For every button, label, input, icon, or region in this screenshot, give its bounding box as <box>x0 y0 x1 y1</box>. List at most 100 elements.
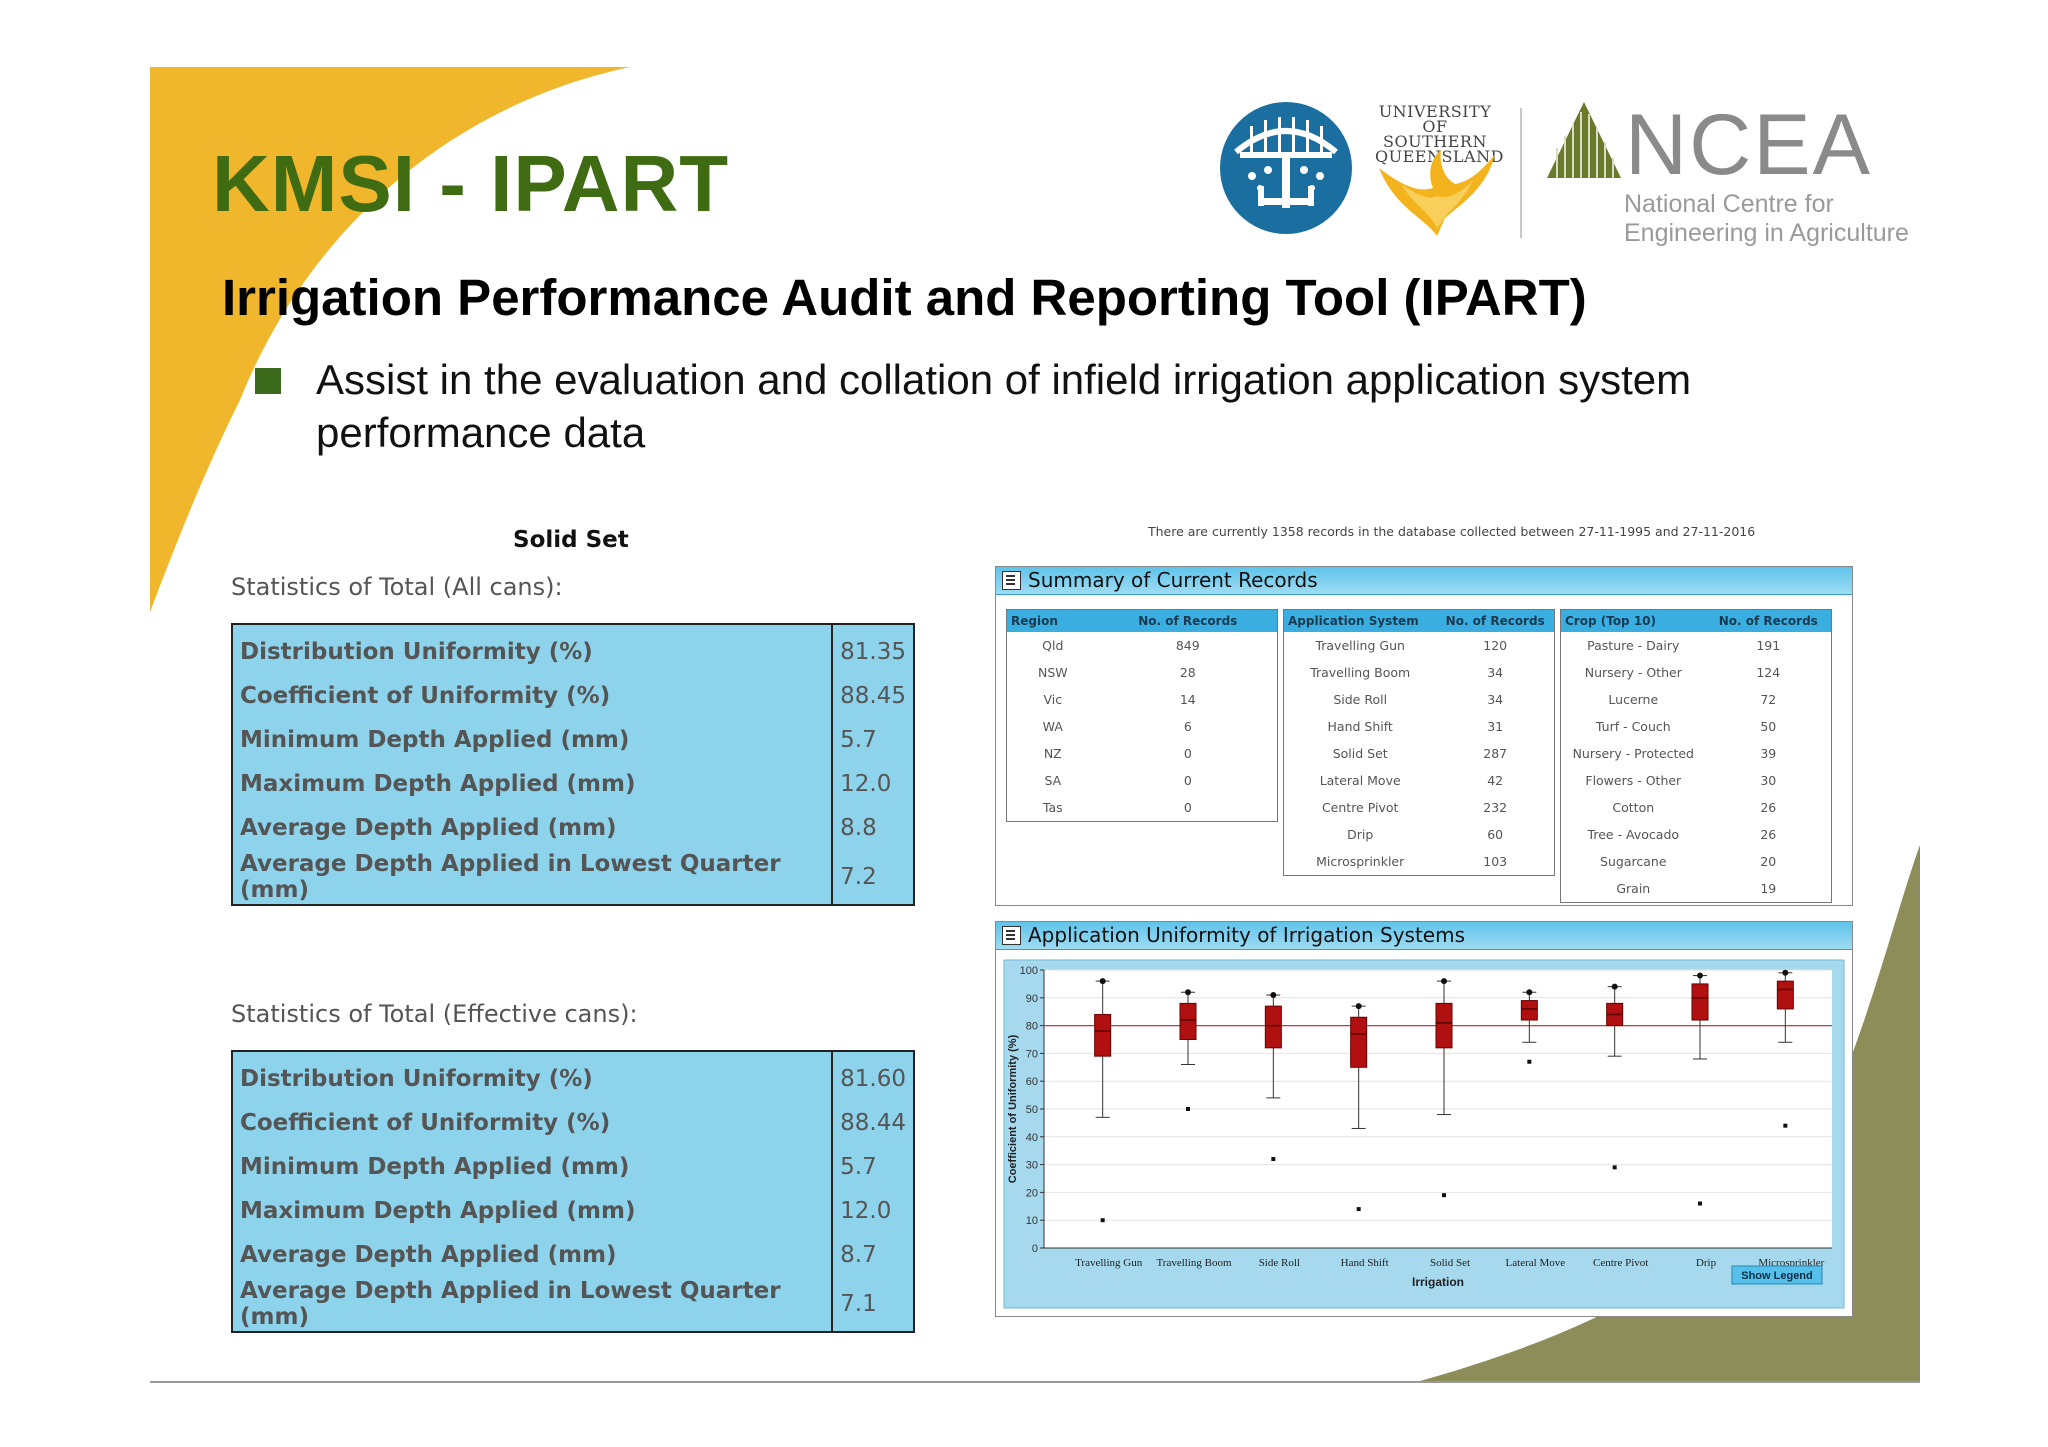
stats-row: Maximum Depth Applied (mm) 12.0 <box>232 762 914 806</box>
summary-panel: Summary of Current Records Region No. of … <box>995 566 1853 906</box>
table-cell: 34 <box>1487 665 1504 680</box>
application-records-table: Application System No. of Records Travelli… <box>1283 609 1555 876</box>
max-point <box>1782 969 1789 976</box>
table-row: SA 0 <box>1007 767 1278 794</box>
crop-column-header: No. of Records <box>1705 609 1832 632</box>
stats-value: 12.0 <box>831 1189 914 1233</box>
table-cell: Side Roll <box>1333 692 1388 707</box>
logo-divider <box>1520 108 1522 238</box>
all-cans-caption: Statistics of Total (All cans): <box>231 573 563 601</box>
table-cell: 287 <box>1483 746 1508 761</box>
y-tick-label: 20 <box>1026 1187 1038 1199</box>
table-cell: SA <box>1044 773 1062 788</box>
table-cell: Centre Pivot <box>1321 800 1399 815</box>
stats-value: 7.1 <box>831 1277 914 1332</box>
table-cell: 28 <box>1179 665 1196 680</box>
y-tick-label: 40 <box>1026 1132 1038 1144</box>
stats-value: 7.2 <box>831 850 914 905</box>
table-cell: 120 <box>1483 638 1508 653</box>
x-tick-label: Drip <box>1696 1257 1717 1269</box>
table-cell: 19 <box>1760 881 1777 896</box>
stats-value: 8.7 <box>831 1233 914 1277</box>
y-tick-label: 50 <box>1026 1104 1038 1116</box>
x-tick-label: Hand Shift <box>1341 1257 1389 1269</box>
table-cell: Cotton <box>1612 800 1655 815</box>
table-cell: Hand Shift <box>1327 719 1393 734</box>
stats-row: Average Depth Applied in Lowest Quarter … <box>232 1277 914 1332</box>
y-tick-label: 0 <box>1032 1243 1038 1255</box>
region-column-header: No. of Records <box>1098 609 1278 632</box>
stats-label: Average Depth Applied in Lowest Quarter … <box>240 851 781 903</box>
table-cell: 124 <box>1756 665 1781 680</box>
table-row: Grain 19 <box>1561 875 1832 903</box>
table-cell: NSW <box>1037 665 1068 680</box>
table-row: Turf - Couch 50 <box>1561 713 1832 740</box>
x-tick-label: Travelling Boom <box>1156 1257 1232 1269</box>
crop-records-table: Crop (Top 10) No. of Records Pasture - Dai… <box>1560 609 1832 903</box>
outlier-point <box>1186 1107 1190 1111</box>
stats-label: Minimum Depth Applied (mm) <box>240 1154 630 1180</box>
show-legend-button[interactable] <box>1731 1265 1823 1285</box>
yellow-swoosh <box>150 67 630 612</box>
outlier-point <box>1271 1157 1276 1162</box>
solid-set-heading: Solid Set <box>513 527 629 553</box>
box-2 <box>1264 1005 1282 1049</box>
y-tick-label: 80 <box>1026 1021 1038 1033</box>
stats-label: Coefficient of Uniformity (%) <box>240 1110 611 1136</box>
ncea-water-logo <box>1220 102 1352 234</box>
table-cell: 0 <box>1183 800 1192 815</box>
stats-row: Minimum Depth Applied (mm) 5.7 <box>232 1145 914 1189</box>
box-5 <box>1520 1000 1538 1021</box>
table-cell: Travelling Gun <box>1315 638 1405 653</box>
table-cell: Sugarcane <box>1600 854 1667 869</box>
table-cell: Tree - Avocado <box>1587 827 1680 842</box>
bullet-text: Assist in the evaluation and collation o… <box>316 356 1692 456</box>
table-row: NSW 28 <box>1007 659 1278 686</box>
y-tick-label: 70 <box>1026 1048 1038 1060</box>
table-row: Lucerne 72 <box>1561 686 1832 713</box>
max-point <box>1270 992 1277 999</box>
y-tick-label: 100 <box>1020 965 1038 977</box>
ncea-abbreviation: NCEA <box>1625 97 1872 193</box>
usq-phoenix-icon <box>1379 150 1495 236</box>
stats-label: Average Depth Applied (mm) <box>240 1242 617 1268</box>
ncea-tree-icon <box>1547 102 1621 178</box>
box-1 <box>1179 1002 1197 1040</box>
table-cell: Travelling Boom <box>1310 665 1411 680</box>
table-cell: Tas <box>1042 800 1063 815</box>
box-3 <box>1350 1016 1368 1068</box>
effective-cans-caption: Statistics of Total (Effective cans): <box>231 1000 638 1028</box>
show-legend-label[interactable]: Show Legend <box>1741 1270 1813 1282</box>
outlier-point <box>1698 1201 1702 1206</box>
box-4 <box>1435 1002 1453 1049</box>
table-row: NZ 0 <box>1007 740 1278 767</box>
stats-row: Distribution Uniformity (%) 81.60 <box>232 1051 914 1101</box>
table-row: Centre Pivot 232 <box>1284 794 1555 821</box>
stats-label: Maximum Depth Applied (mm) <box>240 1198 636 1224</box>
slide-subtitle: Irrigation Performance Audit and Reporti… <box>222 269 1587 326</box>
stats-value: 88.45 <box>831 674 914 718</box>
table-row: Drip 60 <box>1284 821 1555 848</box>
table-cell: 103 <box>1483 854 1508 869</box>
x-tick-label: Lateral Move <box>1506 1257 1566 1269</box>
table-cell: Nursery - Protected <box>1572 746 1694 761</box>
table-row: Nursery - Other 124 <box>1561 659 1832 686</box>
x-axis-label: Irrigation <box>1412 1275 1464 1289</box>
table-cell: Lateral Move <box>1319 773 1401 788</box>
outlier-point <box>1527 1059 1532 1064</box>
stats-label: Maximum Depth Applied (mm) <box>240 771 636 797</box>
outlier-point <box>1356 1207 1361 1212</box>
stats-row: Minimum Depth Applied (mm) 5.7 <box>232 718 914 762</box>
x-tick-label: Side Roll <box>1259 1257 1300 1269</box>
stats-value: 81.60 <box>831 1051 914 1101</box>
table-row: Lateral Move 42 <box>1284 767 1555 794</box>
bottom-rule <box>150 1381 1920 1383</box>
summary-panel-header: Summary of Current Records <box>996 567 1852 595</box>
uniformity-panel-header: Application Uniformity of Irrigation Sys… <box>996 922 1852 950</box>
table-cell: Flowers - Other <box>1585 773 1682 788</box>
bullet-square-icon <box>255 368 281 394</box>
y-tick-label: 60 <box>1026 1076 1038 1088</box>
table-cell: 60 <box>1487 827 1504 842</box>
outlier-point <box>1100 1218 1105 1223</box>
stats-value: 5.7 <box>831 718 914 762</box>
